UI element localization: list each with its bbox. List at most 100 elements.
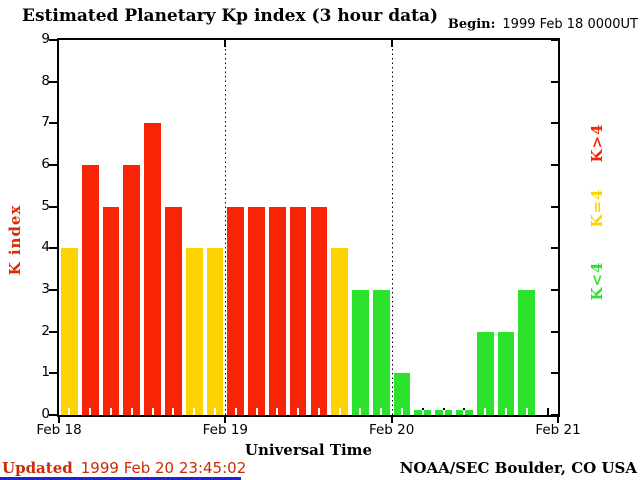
kp-bar bbox=[123, 165, 141, 415]
y-tick-label: 5 bbox=[41, 197, 50, 214]
y-tick-mark-left bbox=[49, 122, 57, 125]
slot-tick-notch bbox=[276, 408, 279, 415]
plot-area bbox=[57, 38, 560, 417]
slot-tick-notch bbox=[463, 410, 466, 415]
slot-tick-notch bbox=[359, 408, 362, 415]
y-tick-mark-right bbox=[551, 414, 558, 416]
y-tick-label: 7 bbox=[41, 114, 50, 131]
y-tick-mark-left bbox=[49, 330, 57, 333]
slot-tick-notch bbox=[442, 410, 445, 415]
y-tick-mark-left bbox=[49, 164, 57, 166]
y-tick-label: 8 bbox=[41, 72, 50, 89]
day-boundary-gridline bbox=[225, 40, 227, 415]
kp-bar bbox=[227, 206, 245, 415]
kp-bar bbox=[518, 290, 536, 415]
kp-bar bbox=[414, 410, 432, 415]
y-tick-label: 9 bbox=[41, 31, 50, 47]
kp-bar bbox=[164, 206, 182, 415]
x-day-label: Feb 19 bbox=[202, 422, 249, 438]
bottom-day-tick bbox=[58, 417, 60, 423]
begin-label: Begin: bbox=[447, 17, 496, 32]
legend-item-k-eq-4: K=4 bbox=[588, 188, 606, 228]
slot-tick-notch bbox=[255, 408, 258, 415]
y-tick-mark-left bbox=[49, 414, 57, 416]
kp-bar bbox=[456, 410, 473, 415]
legend-item-k-gt-4: K>4 bbox=[588, 123, 606, 163]
day-boundary-gridline bbox=[391, 40, 393, 415]
kp-bar bbox=[352, 290, 369, 415]
slot-tick-notch bbox=[89, 408, 92, 415]
y-tick-mark-right bbox=[551, 247, 558, 250]
slot-tick bbox=[546, 408, 549, 415]
updated-value: 1999 Feb 20 23:45:02 bbox=[80, 459, 247, 477]
kp-bar bbox=[144, 123, 161, 415]
bottom-day-tick bbox=[224, 417, 227, 423]
y-tick-mark-right bbox=[551, 289, 558, 291]
y-tick-label: 6 bbox=[41, 156, 50, 172]
bottom-day-tick bbox=[390, 417, 393, 423]
y-tick-mark-right bbox=[551, 80, 558, 83]
kp-bar bbox=[310, 206, 328, 415]
y-tick-mark-right bbox=[551, 330, 558, 333]
kp-bar bbox=[185, 248, 203, 415]
y-tick-mark-left bbox=[49, 247, 57, 250]
kp-bar bbox=[435, 410, 453, 415]
slot-tick-notch bbox=[130, 408, 133, 415]
y-tick-mark-left bbox=[49, 39, 57, 41]
slot-tick-notch bbox=[151, 408, 154, 415]
y-axis-label: K index bbox=[6, 204, 24, 276]
kp-bar bbox=[289, 206, 307, 415]
credit-text: NOAA/SEC Boulder, CO USA bbox=[399, 459, 637, 477]
slot-tick-notch bbox=[317, 408, 320, 415]
begin-value: 1999 Feb 18 0000UT bbox=[502, 17, 638, 32]
x-day-label: Feb 21 bbox=[535, 422, 581, 438]
y-tick-label: 3 bbox=[41, 281, 50, 297]
kp-bar bbox=[248, 206, 265, 415]
y-tick-mark-right bbox=[551, 164, 558, 166]
y-tick-mark-right bbox=[551, 205, 558, 208]
kp-bar bbox=[476, 331, 494, 415]
y-tick-label: 0 bbox=[41, 406, 50, 422]
x-day-label: Feb 18 bbox=[36, 422, 82, 438]
slot-tick-notch bbox=[234, 408, 237, 415]
chart-title: Estimated Planetary Kp index (3 hour dat… bbox=[22, 6, 439, 26]
slot-tick-notch bbox=[505, 408, 508, 415]
slot-tick-notch bbox=[380, 408, 383, 415]
x-day-label: Feb 20 bbox=[368, 422, 415, 438]
y-tick-mark-right bbox=[551, 372, 558, 375]
kp-bar bbox=[81, 165, 99, 415]
kp-bar bbox=[497, 331, 515, 415]
y-tick-label: 1 bbox=[41, 364, 50, 381]
slot-tick-notch bbox=[484, 408, 487, 415]
updated-timestamp: Updated 1999 Feb 20 23:45:02 bbox=[2, 459, 246, 477]
updated-label: Updated bbox=[2, 459, 73, 477]
legend-item-k-lt-4: K<4 bbox=[588, 261, 606, 301]
y-tick-mark-left bbox=[49, 289, 57, 291]
y-tick-mark-right bbox=[551, 39, 558, 41]
slot-tick-notch bbox=[193, 408, 196, 415]
slot-tick-notch bbox=[338, 408, 341, 415]
y-tick-mark-left bbox=[49, 372, 57, 375]
kp-bar bbox=[102, 206, 120, 415]
y-tick-mark-right bbox=[551, 122, 558, 125]
kp-bar bbox=[331, 248, 349, 415]
kp-bar bbox=[372, 290, 390, 415]
slot-tick-notch bbox=[109, 408, 112, 415]
slot-tick-notch bbox=[213, 408, 216, 415]
y-tick-label: 2 bbox=[41, 322, 50, 339]
slot-tick-notch bbox=[421, 410, 424, 415]
kp-bar bbox=[393, 373, 411, 415]
y-tick-mark-left bbox=[49, 205, 57, 208]
y-tick-mark-left bbox=[49, 80, 57, 83]
bottom-day-tick bbox=[557, 417, 559, 423]
y-tick-label: 4 bbox=[41, 239, 50, 256]
slot-tick-notch bbox=[297, 408, 300, 415]
x-axis-label: Universal Time bbox=[244, 441, 373, 459]
kp-bar bbox=[268, 206, 286, 415]
kp-bar bbox=[61, 248, 78, 415]
slot-tick-notch bbox=[68, 408, 71, 415]
bottom-blue-line bbox=[0, 477, 241, 480]
slot-tick-notch bbox=[172, 408, 175, 415]
slot-tick-notch bbox=[401, 408, 404, 415]
